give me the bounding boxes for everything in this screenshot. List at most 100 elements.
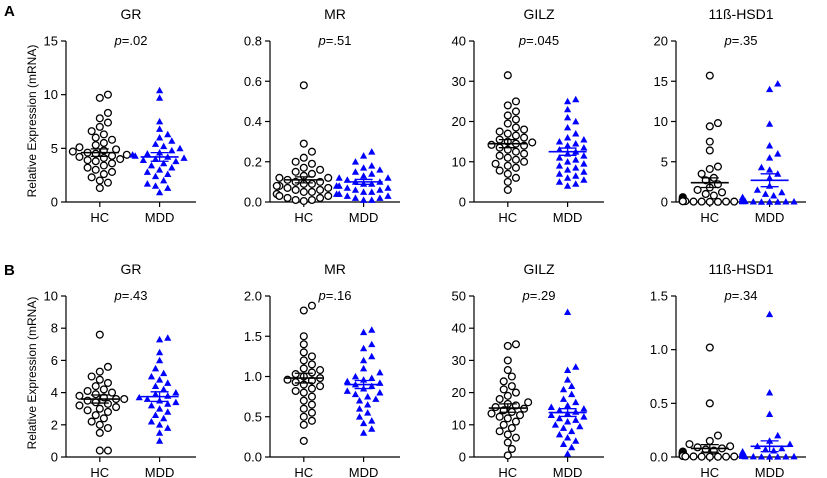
hc-point (283, 183, 292, 192)
hc-point (112, 403, 121, 412)
mdd-point (564, 166, 572, 173)
mdd-point (757, 453, 766, 460)
hc-point (299, 364, 308, 373)
hc-point (107, 151, 117, 160)
mdd-point (368, 170, 376, 177)
mdd-point (580, 413, 588, 420)
hc-point (511, 163, 520, 172)
hc-point (307, 179, 316, 188)
hc-point (515, 411, 525, 420)
mdd-point (156, 134, 164, 141)
mdd-point (778, 188, 786, 196)
mdd-point (364, 393, 372, 400)
mdd-point (364, 401, 372, 408)
mdd-point (572, 156, 580, 163)
p-italic: p (318, 288, 326, 303)
hc-point (324, 183, 333, 192)
mdd-point (168, 137, 176, 144)
hc-point (307, 408, 316, 417)
hc-point (103, 118, 112, 127)
hc-point (697, 197, 706, 206)
mdd-point (143, 395, 151, 402)
y-tick-label: 0 (51, 195, 58, 210)
hc-point (316, 193, 325, 203)
p-italic: p (114, 33, 122, 48)
p-italic: p (518, 33, 526, 48)
mdd-point (360, 188, 368, 195)
mdd-point (351, 372, 360, 380)
mdd-point (551, 421, 559, 428)
mdd-point (151, 390, 160, 398)
hc-point (291, 195, 300, 205)
y-tick-label: 20 (654, 34, 668, 49)
mdd-point (766, 198, 774, 205)
hc-point (275, 173, 284, 182)
hc-point (503, 129, 512, 138)
x-tick-label: HC (90, 465, 109, 478)
hc-point (503, 391, 512, 400)
hc-point (307, 368, 316, 377)
hc-point (87, 173, 96, 182)
mdd-point (151, 172, 160, 180)
hc-point (307, 360, 316, 369)
hc-point (511, 115, 520, 124)
hc-point (491, 159, 500, 168)
mdd-point (164, 130, 172, 138)
hc-point (95, 428, 104, 437)
hc-point (709, 191, 718, 200)
hc-point (316, 382, 325, 391)
mdd-point (572, 398, 580, 406)
hc-point (299, 306, 308, 315)
mdd-point (156, 335, 164, 343)
hc-point (95, 404, 104, 413)
hc-point (307, 159, 316, 168)
mdd-point (355, 405, 364, 412)
hc-point (99, 138, 108, 148)
hc-point (503, 341, 512, 350)
hc-point (717, 188, 727, 197)
mdd-point (555, 154, 564, 161)
hc-point (116, 155, 125, 164)
p-value: =.51 (326, 33, 352, 48)
mdd-point (151, 364, 160, 372)
mdd-point (351, 168, 360, 175)
mdd-point (572, 140, 580, 147)
hc-point (91, 382, 100, 391)
y-tick-label: 10 (44, 289, 58, 304)
x-tick-label: MDD (145, 465, 175, 478)
mdd-point (368, 148, 376, 155)
hc-point (697, 452, 706, 461)
hc-point (99, 153, 108, 163)
mdd-point (156, 166, 164, 173)
hc-point (95, 183, 104, 193)
mdd-point (384, 174, 392, 181)
mdd-point (555, 430, 564, 438)
mdd-point (580, 168, 588, 175)
y-tick-label: 0.0 (650, 450, 668, 465)
hc-point (103, 446, 112, 455)
hc-point (103, 362, 112, 371)
mdd-point (376, 166, 384, 173)
mdd-point (564, 174, 572, 181)
mdd-point (790, 452, 798, 460)
chart-2: GILZ p=.045 0 10 20 30 40 HC MDD (452, 6, 604, 225)
hc-point (91, 165, 100, 174)
hc-point (503, 430, 512, 439)
hc-point (495, 394, 504, 404)
mdd-point (576, 422, 584, 430)
chart-title: GILZ (523, 6, 555, 22)
y-tick-label: 1.5 (244, 329, 262, 344)
y-tick-label: 2.0 (244, 289, 262, 304)
hc-point (685, 440, 694, 449)
hc-point (91, 141, 100, 150)
mdd-point (160, 142, 168, 150)
hc-point (324, 191, 333, 201)
hc-point (68, 147, 77, 156)
hc-point (503, 101, 512, 110)
mdd-point (143, 168, 151, 175)
hc-point (103, 108, 112, 117)
mdd-point (559, 440, 568, 447)
mdd-point (766, 154, 774, 161)
hc-point (107, 159, 117, 168)
